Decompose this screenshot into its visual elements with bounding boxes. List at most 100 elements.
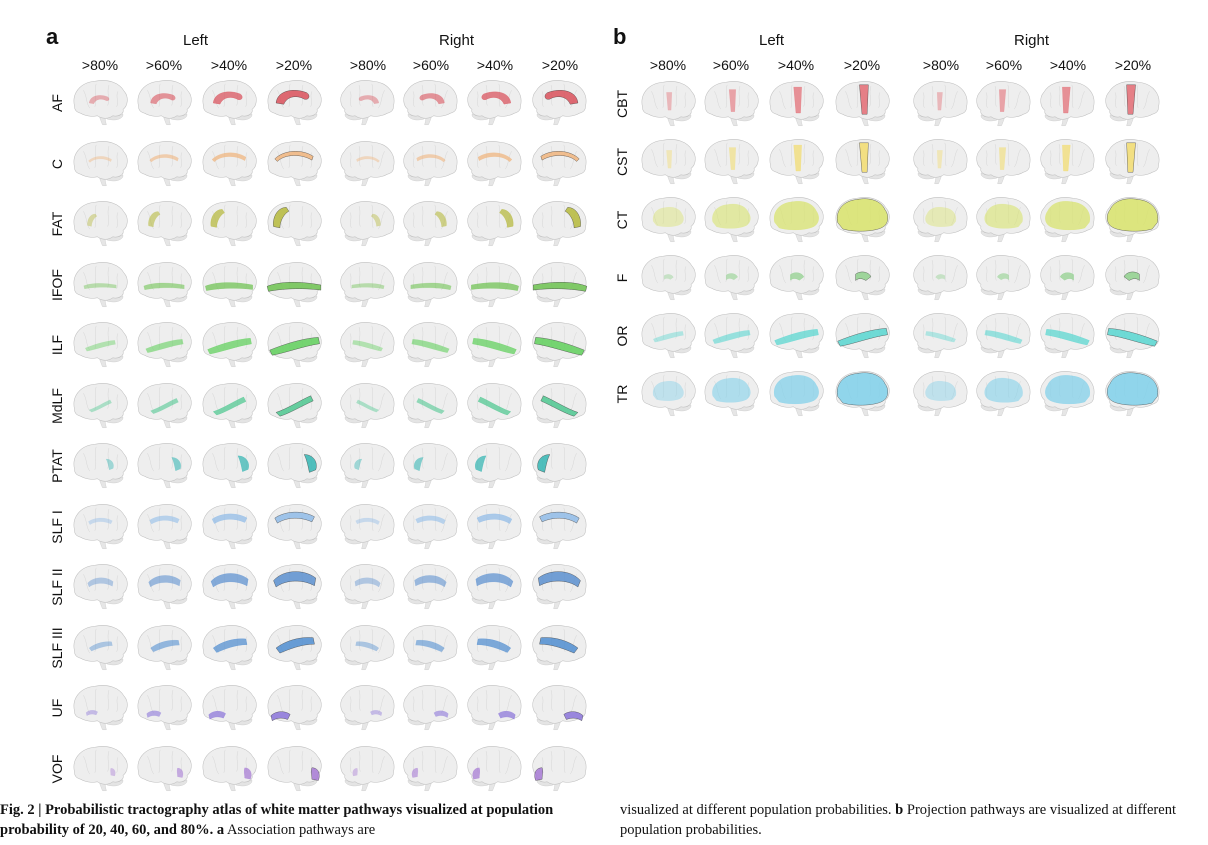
brain-cell (267, 322, 322, 367)
brain-outline (532, 745, 587, 784)
gyrus-line (147, 392, 154, 411)
brain-outline (340, 201, 395, 240)
brain-outline (137, 443, 192, 482)
gyrus-line (116, 454, 119, 470)
gyrus-line (378, 332, 385, 351)
gyrus-line (94, 204, 97, 228)
tract-overlay (149, 515, 180, 524)
threshold-header: >80% (649, 57, 687, 73)
gyrus-line (1123, 86, 1126, 107)
gyrus-line (779, 91, 786, 110)
tract-overlay (145, 339, 184, 353)
brain-outline (403, 503, 458, 542)
gyrus-line (505, 453, 512, 472)
gyrus-line (570, 513, 577, 532)
gyrus-line (421, 690, 424, 711)
tract-overlay (274, 511, 315, 523)
gyrus-line (550, 145, 553, 167)
gyrus-line (1143, 91, 1150, 110)
brain-cell (202, 201, 257, 246)
gyrus-line (116, 756, 119, 773)
brain-cell (1040, 81, 1095, 126)
tract-overlay (652, 207, 684, 227)
gyrus-line (107, 750, 110, 772)
brain-cell (641, 371, 696, 416)
brain-cell (340, 322, 395, 367)
tract-overlay (88, 399, 112, 412)
gyrus-line (541, 151, 544, 168)
brain-cell (532, 80, 587, 125)
tract-overlay (790, 272, 805, 281)
gyrus-line (412, 151, 415, 168)
brain-cell (704, 81, 759, 126)
brain-cell (403, 382, 458, 428)
brain-cell (976, 255, 1031, 300)
tract-overlay (146, 710, 162, 718)
brain-cell (340, 382, 395, 428)
gyrus-line (1136, 258, 1139, 282)
row-label: FAT (49, 211, 65, 237)
brain-cell (467, 624, 522, 670)
gyrus-line (441, 634, 448, 653)
gyrus-line (94, 567, 97, 591)
caption-text-a-cont: visualized at different population proba… (620, 802, 892, 818)
brain-cell (835, 197, 890, 242)
brain-outline (73, 503, 128, 542)
gyrus-line (441, 513, 448, 532)
panel-a: a Left Right >80% >60% >40% >20% >80% >60% >40… (0, 0, 600, 791)
gyrus-line (236, 750, 239, 772)
brain-cell (769, 255, 824, 300)
tract-overlay (269, 337, 320, 356)
brain-outline (73, 564, 128, 603)
gyrus-line (476, 393, 479, 410)
brain-outline (73, 140, 128, 179)
gyrus-line (845, 149, 852, 168)
gyrus-line (1014, 265, 1021, 284)
brain-outline (73, 261, 128, 300)
gyrus-line (803, 144, 806, 165)
gyrus-line (107, 206, 110, 227)
brain-outline (73, 201, 128, 240)
gyrus-line (371, 325, 374, 349)
gyrus-line (944, 142, 947, 166)
brain-cell (913, 313, 968, 358)
gyrus-line (358, 629, 361, 651)
tract-overlay (88, 517, 113, 525)
brain-cell (1105, 255, 1160, 300)
threshold-header: >60% (412, 57, 450, 73)
gyrus-line (651, 381, 658, 400)
brain-outline (267, 261, 322, 300)
gyrus-line (349, 575, 352, 591)
gyrus-line (310, 756, 313, 773)
gyrus-line (116, 333, 119, 349)
gyrus-line (869, 260, 872, 281)
brain-outline (403, 685, 458, 724)
gyrus-line (550, 448, 553, 469)
brain-cell (266, 261, 322, 307)
brain-outline (641, 139, 696, 178)
gyrus-line (371, 386, 374, 410)
gyrus-line (856, 142, 859, 166)
brain-outline (340, 322, 395, 361)
caption-text-b: Projection pathways are visualized at di… (620, 802, 1176, 838)
tract-overlay (150, 639, 180, 652)
tract-overlay (212, 396, 247, 415)
tract-overlay (83, 282, 117, 289)
gyrus-line (434, 204, 437, 228)
tract-overlay (211, 152, 247, 162)
gyrus-line (412, 696, 415, 712)
gyrus-line (83, 755, 90, 774)
brain-outline (340, 140, 395, 179)
gyrus-line (288, 204, 291, 228)
brain-cell (267, 140, 322, 186)
brain-cell (641, 255, 696, 300)
gyrus-line (878, 266, 881, 282)
brain-outline (532, 140, 587, 179)
gyrus-line (563, 507, 566, 531)
brain-outline (137, 382, 192, 421)
gyrus-line (550, 206, 553, 227)
gyrus-line (675, 86, 678, 107)
brain-outline (467, 564, 522, 603)
gyrus-line (223, 204, 226, 228)
gyrus-line (277, 755, 284, 774)
